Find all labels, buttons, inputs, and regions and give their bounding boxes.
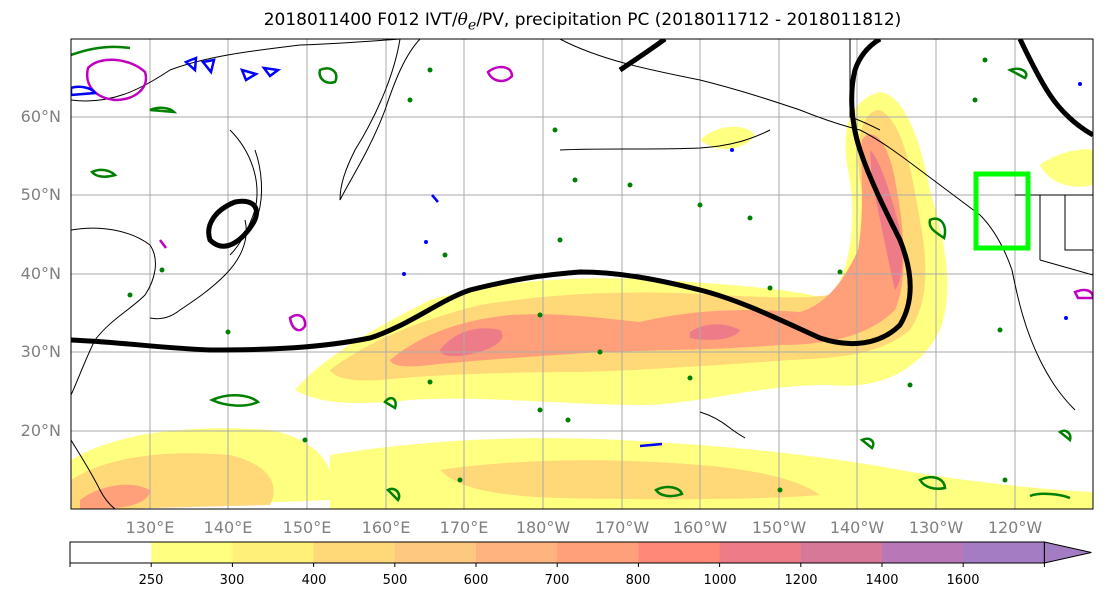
title-theta-subscript: e (467, 17, 477, 34)
ivt-shading (71, 92, 1093, 509)
lon-label-150e: 150°E (282, 518, 332, 537)
blue-dots (402, 82, 1082, 320)
ivt-band-1000 (440, 328, 503, 357)
title-prefix: 2018011400 F012 IVT/ (263, 10, 458, 30)
map-frame (70, 38, 1094, 510)
lon-label-160e: 160°E (361, 518, 411, 537)
title-theta: θ (457, 10, 468, 30)
colorbar (69, 541, 1092, 567)
ivt-band-tropical-700 (80, 484, 150, 509)
colorbar-tick-700: 700 (544, 573, 570, 588)
map-plot-area (71, 39, 1093, 509)
lon-label-130e: 130°E (125, 518, 175, 537)
colorbar-tick-1400: 1400 (865, 573, 899, 588)
target-region-box (973, 171, 1031, 251)
colorbar-segment (638, 542, 721, 563)
ivt-band-1000-c (870, 150, 903, 290)
colorbar-tick-800: 800 (625, 573, 651, 588)
colorbar-segment (232, 542, 315, 563)
coast-asia (71, 39, 401, 102)
lon-label-140e: 140°E (203, 518, 253, 537)
lon-label-170w: 170°W (594, 518, 650, 537)
coast-sakhalin (254, 149, 263, 216)
title-suffix: /PV, precipitation PC (2018011712 - 2018… (476, 10, 902, 30)
colorbar-segment (719, 542, 802, 563)
black-contours (71, 39, 1093, 353)
colorbar-tick-600: 600 (463, 573, 489, 588)
colorbar-segment (557, 542, 639, 563)
lon-label-150w: 150°W (751, 518, 807, 537)
colorbar-tick-400: 400 (301, 573, 327, 588)
blue-contours (71, 56, 663, 448)
lat-label-20n: 20°N (20, 421, 61, 440)
colorbar-segment (963, 542, 1045, 563)
colorbar-tick-1600: 1600 (946, 573, 980, 588)
colorbar-tick-250: 250 (138, 573, 164, 588)
colorbar-segment (151, 542, 233, 563)
border-alaska-canada (849, 39, 881, 131)
colorbar-segment (882, 542, 964, 563)
colorbar-segment (394, 542, 477, 563)
black-contour-ne (1017, 39, 1093, 138)
lat-label-50n: 50°N (20, 185, 61, 204)
colorbar-segment (313, 542, 396, 563)
lat-label-40n: 40°N (20, 264, 61, 283)
colorbar-tick-1200: 1200 (784, 573, 818, 588)
black-contour-top (618, 39, 667, 73)
colorbar-tick-1000: 1000 (703, 573, 737, 588)
map-title: 2018011400 F012 IVT/θe/PV, precipitation… (0, 10, 1105, 33)
coast-korea-china (71, 227, 156, 396)
ivt-band-alaska (700, 126, 755, 150)
colorbar-segment (800, 542, 883, 563)
ivt-band-ne (1040, 149, 1093, 187)
black-contour-loop (206, 198, 259, 249)
green-contours (71, 45, 1072, 502)
ivt-band-700 (390, 134, 904, 367)
coast-japan (149, 219, 247, 320)
lon-label-180w: 180°W (515, 518, 571, 537)
colorbar-tick-500: 500 (382, 573, 408, 588)
lon-label-160w: 160°W (672, 518, 728, 537)
border-states (1039, 195, 1093, 276)
lon-label-170e: 170°E (439, 518, 489, 537)
colorbar-segment (476, 542, 558, 563)
coast-hawaii (699, 411, 746, 439)
coast-kamchatka (339, 39, 421, 201)
coastlines (71, 39, 1093, 509)
ivt-band-tropical-400-b (440, 460, 820, 500)
lat-label-30n: 30°N (20, 342, 61, 361)
lon-label-130w: 130°W (908, 518, 964, 537)
coast-aleutians (559, 129, 771, 151)
colorbar-segment (70, 542, 152, 563)
ivt-band-1000-b (690, 324, 740, 340)
colorbar-tick-300: 300 (219, 573, 245, 588)
lat-label-60n: 60°N (20, 107, 61, 126)
coast-taiwan-phil (71, 439, 116, 509)
lon-label-120w: 120°W (987, 518, 1043, 537)
green-dots (127, 57, 1008, 493)
coast-alaska (559, 39, 1076, 411)
lon-label-140w: 140°W (829, 518, 885, 537)
colorbar-extend-arrow (1043, 541, 1092, 564)
black-contour-jet (71, 39, 913, 353)
